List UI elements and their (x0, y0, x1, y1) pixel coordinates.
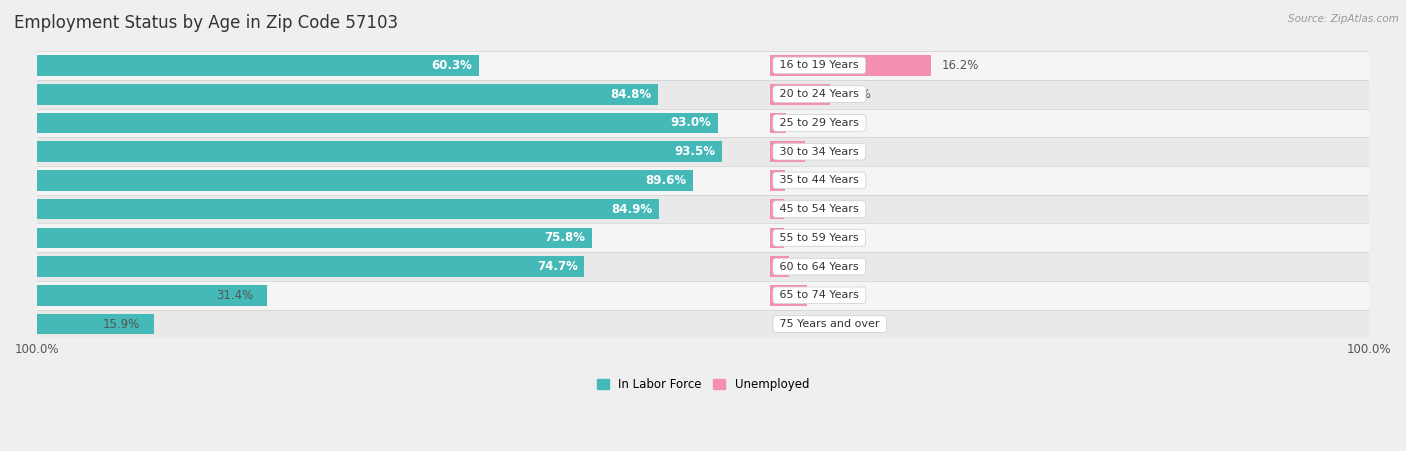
Bar (37, 55, 479, 76)
Bar (769, 170, 785, 191)
Text: 1.9%: 1.9% (799, 260, 830, 273)
Bar (769, 55, 931, 76)
Text: 31.4%: 31.4% (217, 289, 254, 302)
Bar (37, 137, 1369, 166)
Text: 60 to 64 Years: 60 to 64 Years (776, 262, 862, 272)
Text: 30 to 34 Years: 30 to 34 Years (776, 147, 862, 156)
Bar (37, 314, 153, 335)
Bar (769, 227, 783, 248)
Bar (37, 170, 693, 191)
Text: 3.7%: 3.7% (817, 289, 846, 302)
Bar (37, 256, 585, 277)
Text: 16 to 19 Years: 16 to 19 Years (776, 60, 862, 70)
Text: 1.5%: 1.5% (796, 174, 825, 187)
Bar (769, 285, 807, 306)
Text: 6.1%: 6.1% (841, 87, 872, 101)
Bar (37, 166, 1369, 195)
Bar (37, 281, 1369, 310)
Text: 1.4%: 1.4% (794, 231, 824, 244)
Text: 20 to 24 Years: 20 to 24 Years (776, 89, 863, 99)
Text: 25 to 29 Years: 25 to 29 Years (776, 118, 863, 128)
Text: 84.9%: 84.9% (612, 202, 652, 216)
Bar (37, 141, 721, 162)
Bar (37, 195, 1369, 224)
Text: 16.2%: 16.2% (942, 59, 980, 72)
Legend: In Labor Force, Unemployed: In Labor Force, Unemployed (592, 373, 814, 396)
Bar (37, 252, 1369, 281)
Bar (769, 141, 804, 162)
Text: 1.4%: 1.4% (794, 202, 824, 216)
Bar (769, 84, 831, 105)
Bar (37, 227, 592, 248)
Bar (37, 199, 659, 220)
Text: 60.3%: 60.3% (432, 59, 472, 72)
Text: 0.0%: 0.0% (780, 318, 810, 331)
Bar (37, 310, 1369, 338)
Bar (37, 80, 1369, 109)
Text: 35 to 44 Years: 35 to 44 Years (776, 175, 862, 185)
Text: 3.5%: 3.5% (815, 145, 845, 158)
Bar (37, 109, 1369, 137)
Bar (37, 84, 658, 105)
Text: 74.7%: 74.7% (537, 260, 578, 273)
Text: 75.8%: 75.8% (544, 231, 586, 244)
Text: 93.5%: 93.5% (675, 145, 716, 158)
Bar (37, 51, 1369, 80)
Bar (769, 199, 783, 220)
Text: 65 to 74 Years: 65 to 74 Years (776, 290, 862, 300)
Text: Source: ZipAtlas.com: Source: ZipAtlas.com (1288, 14, 1399, 23)
Text: 84.8%: 84.8% (610, 87, 651, 101)
Text: 1.6%: 1.6% (796, 116, 827, 129)
Bar (769, 256, 789, 277)
Bar (37, 224, 1369, 252)
Text: 15.9%: 15.9% (103, 318, 141, 331)
Bar (37, 285, 267, 306)
Bar (769, 113, 786, 133)
Text: 89.6%: 89.6% (645, 174, 686, 187)
Text: Employment Status by Age in Zip Code 57103: Employment Status by Age in Zip Code 571… (14, 14, 398, 32)
Text: 55 to 59 Years: 55 to 59 Years (776, 233, 862, 243)
Text: 45 to 54 Years: 45 to 54 Years (776, 204, 862, 214)
Text: 75 Years and over: 75 Years and over (776, 319, 883, 329)
Bar (37, 113, 718, 133)
Text: 93.0%: 93.0% (671, 116, 711, 129)
